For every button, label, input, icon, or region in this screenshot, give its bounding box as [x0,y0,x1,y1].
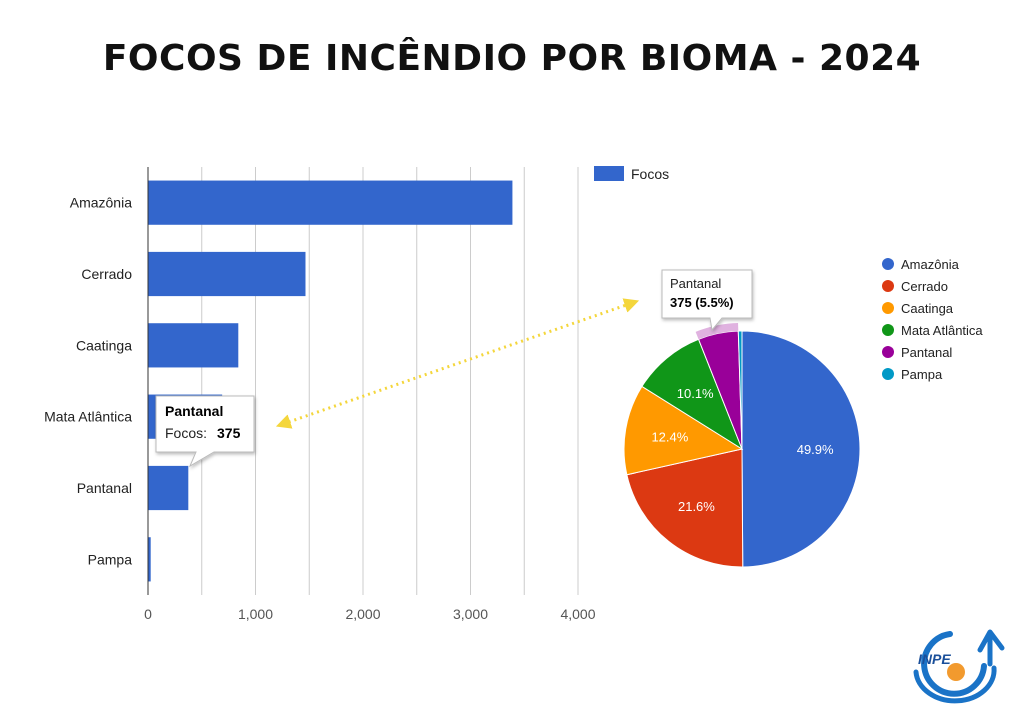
connector-arrow [275,298,640,429]
x-tick-label: 0 [144,606,152,622]
category-label-amazonia: Amazônia [70,195,132,211]
pie-legend-marker-pantanal [882,346,894,358]
bar-tooltip-label: Focos: [165,425,207,441]
bar-tooltip-title: Pantanal [165,403,223,419]
pie-slice-label: 10.1% [677,386,714,401]
bar-pantanal [148,465,189,511]
pie-slice-highlight [695,323,739,340]
bar-amazonia [148,180,513,225]
pie-legend-label-caatinga: Caatinga [901,301,954,316]
pie-tooltip [661,269,753,332]
pie-tooltip-title: Pantanal [670,276,721,291]
pie-slice-label: 21.6% [678,499,715,514]
category-label-mata-atlantica: Mata Atlântica [44,409,132,425]
pie-legend-label-cerrado: Cerrado [901,279,948,294]
pie-legend-label-pampa: Pampa [901,367,943,382]
pie-slice-label: 12.4% [651,430,688,445]
pie-slice-amazonia [741,330,861,568]
bar-legend-label: Focos [631,166,669,182]
pie-legend-label-pantanal: Pantanal [901,345,952,360]
pie-slice-cerrado [626,448,744,568]
bar-series-focos [148,180,513,582]
bar-legend: Focos [594,166,669,182]
bar-pampa [148,537,151,582]
pie-tooltip-value: 375 (5.5%) [670,295,734,310]
pie-legend-label-mata-atlantica: Mata Atlântica [901,323,983,338]
x-tick-label: 1,000 [238,606,273,622]
pie-slice-caatinga [623,385,744,476]
category-label-pantanal: Pantanal [77,480,132,496]
bar-category-labels: Amazônia Cerrado Caatinga Mata Atlântica Pan… [44,195,132,568]
bar-legend-swatch [594,166,624,181]
pie-legend-marker-pampa [882,368,894,380]
inpe-logo: INPE [910,620,1006,706]
pie-legend-marker-cerrado [882,280,894,292]
pie-legend-marker-caatinga [882,302,894,314]
page-title: FOCOS DE INCÊNDIO POR BIOMA - 2024 [102,38,922,79]
bar-tooltip [155,395,255,468]
pie-slices [623,323,861,568]
inpe-logo-text: INPE [918,651,951,667]
pie-slice-pampa [737,330,743,450]
pie-slice-labels: 49.9% 21.6% 12.4% 10.1% [651,386,834,514]
pie-legend-label-amazonia: Amazônia [901,257,960,272]
x-tick-label: 4,000 [560,606,595,622]
pie-slice-label: 49.9% [797,442,834,457]
pie-legend-marker-mata-atlantica [882,324,894,336]
bar-gridlines [201,167,579,595]
bar-cerrado [148,251,306,297]
bar-tooltip-value: 375 [217,425,241,441]
bar-tick-labels: 0 1,000 2,000 3,000 4,000 [144,606,596,622]
x-tick-label: 2,000 [345,606,380,622]
category-label-caatinga: Caatinga [76,337,132,353]
x-tick-label: 3,000 [453,606,488,622]
pie-legend: Amazônia Cerrado Caatinga Mata Atlântica Pan… [882,257,983,382]
category-label-cerrado: Cerrado [81,266,132,282]
pie-slice-mata-atlantica [641,338,744,451]
pie-legend-marker-amazonia [882,258,894,270]
category-label-pampa: Pampa [88,551,133,567]
inpe-logo-graphic: INPE [913,629,1005,704]
bar-caatinga [148,323,239,368]
